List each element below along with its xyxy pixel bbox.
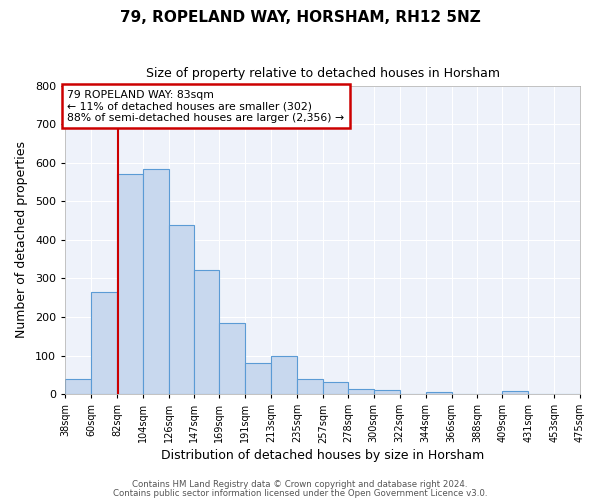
- Bar: [297, 380, 323, 394]
- Bar: [425, 392, 452, 394]
- Bar: [91, 292, 117, 394]
- Bar: [374, 390, 400, 394]
- Text: Contains HM Land Registry data © Crown copyright and database right 2024.: Contains HM Land Registry data © Crown c…: [132, 480, 468, 489]
- Bar: [143, 168, 169, 394]
- Y-axis label: Number of detached properties: Number of detached properties: [15, 142, 28, 338]
- Bar: [169, 226, 194, 394]
- Bar: [502, 391, 528, 394]
- Bar: [65, 380, 91, 394]
- Bar: [245, 363, 271, 394]
- Bar: [194, 270, 220, 394]
- X-axis label: Distribution of detached houses by size in Horsham: Distribution of detached houses by size …: [161, 450, 484, 462]
- Bar: [271, 356, 297, 394]
- Text: 79 ROPELAND WAY: 83sqm
← 11% of detached houses are smaller (302)
88% of semi-de: 79 ROPELAND WAY: 83sqm ← 11% of detached…: [67, 90, 344, 123]
- Bar: [117, 174, 143, 394]
- Bar: [348, 388, 374, 394]
- Bar: [323, 382, 348, 394]
- Text: Contains public sector information licensed under the Open Government Licence v3: Contains public sector information licen…: [113, 488, 487, 498]
- Text: 79, ROPELAND WAY, HORSHAM, RH12 5NZ: 79, ROPELAND WAY, HORSHAM, RH12 5NZ: [119, 10, 481, 25]
- Bar: [220, 323, 245, 394]
- Title: Size of property relative to detached houses in Horsham: Size of property relative to detached ho…: [146, 68, 500, 80]
